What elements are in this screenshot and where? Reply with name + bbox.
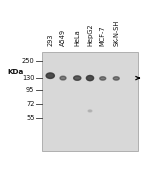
Text: 293: 293 xyxy=(47,34,53,46)
Ellipse shape xyxy=(86,76,94,81)
Text: SK-N-SH: SK-N-SH xyxy=(113,20,119,46)
Bar xyxy=(42,52,138,151)
Text: 130: 130 xyxy=(22,75,34,81)
Ellipse shape xyxy=(88,110,92,112)
Ellipse shape xyxy=(74,76,81,80)
Text: 250: 250 xyxy=(22,58,34,64)
Ellipse shape xyxy=(46,73,54,78)
Text: KDa: KDa xyxy=(8,69,24,75)
Ellipse shape xyxy=(100,77,106,80)
Text: A549: A549 xyxy=(60,29,66,46)
Text: HepG2: HepG2 xyxy=(87,24,93,46)
Text: 55: 55 xyxy=(26,115,34,121)
Text: MCF-7: MCF-7 xyxy=(100,26,106,46)
Ellipse shape xyxy=(113,77,119,80)
Ellipse shape xyxy=(60,76,66,80)
Text: HeLa: HeLa xyxy=(74,30,80,46)
Text: 95: 95 xyxy=(26,87,34,93)
Text: 72: 72 xyxy=(26,101,34,107)
